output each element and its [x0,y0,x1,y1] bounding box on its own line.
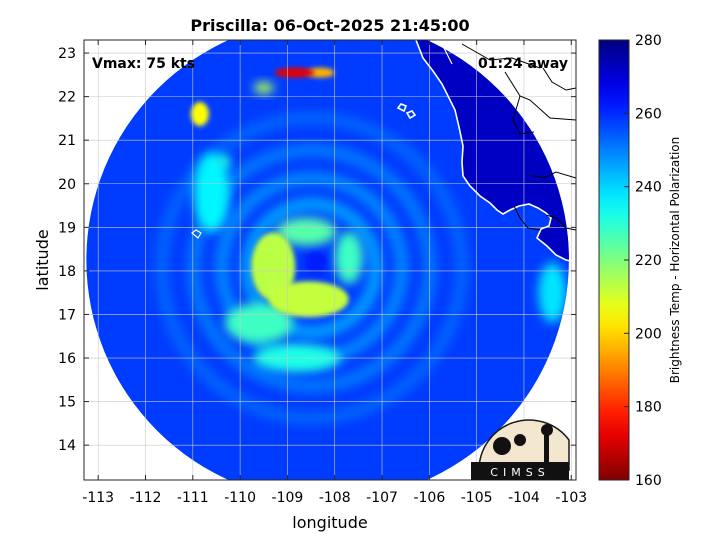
x-tick-label: -113 [82,490,114,506]
y-tick-label: 14 [58,438,76,454]
coast-island-west [191,229,202,239]
feature-outer-band-nw [193,152,230,233]
x-tick-label: -110 [224,490,256,506]
y-tick-label: 19 [58,220,76,236]
y-tick-label: 17 [58,307,76,323]
logo-tank-icon [541,424,553,436]
colorbar-tick-label: 160 [635,473,662,489]
chart-title: Priscilla: 06-Oct-2025 21:45:00 [190,16,469,35]
colorbar-ticks: 160 180 200 220 240 260 280 [624,33,662,489]
rainband-ring [240,197,383,340]
annotation-vmax: Vmax: 75 kts [92,56,195,72]
rainband-ring [186,143,437,394]
x-tick-label: -111 [177,490,209,506]
grid-lines [84,40,576,480]
coastline [396,40,576,263]
feature-eyewall-north [276,217,337,246]
y-tick-label: 15 [58,395,76,411]
x-tick-label: -108 [319,490,351,506]
coast-baja-outline [439,40,453,65]
feature-convection-w [216,154,231,169]
x-tick-label: -105 [461,490,493,506]
logo-banner [471,462,569,480]
logo-text: CIMSS [490,466,549,479]
plot-frame [83,39,577,481]
y-tick-label: 18 [58,264,76,280]
y-tick-label: 22 [58,90,76,106]
border-inland-5 [545,214,576,231]
land-borders [461,43,576,231]
y-tick-label: 23 [58,46,76,62]
colorbar-tick-label: 180 [635,400,662,416]
y-axis-label: latitude [33,229,52,290]
cimss-logo: CIMSS [471,419,570,480]
feature-coast-convection-e [538,262,567,323]
feature-eyewall-south [268,281,349,318]
x-tick-label: -112 [130,490,162,506]
border-inland-2 [542,67,576,91]
border-inland-3 [529,171,576,179]
border-north [504,71,576,121]
x-tick-label: -106 [413,490,445,506]
y-tick-label: 16 [58,351,76,367]
logo-dish-small-icon [514,434,526,446]
x-tick-label: -109 [272,490,304,506]
colorbar-tick-label: 260 [635,106,662,122]
colorbar-tick-label: 220 [635,253,662,269]
x-tick-label: -103 [555,490,587,506]
colorbar-tick-label: 240 [635,180,662,196]
island-group [396,103,417,120]
border-inland-1 [512,95,535,135]
logo-tower-icon [544,430,549,462]
microwave-swath [86,40,569,480]
feature-convection-nw [190,102,209,127]
annotation-time-away: 01:24 away [478,56,568,72]
y-axis-ticks: 14 15 16 17 18 19 20 21 22 23 [58,46,576,454]
coastline-outer [191,40,453,239]
logo-dish-icon [493,437,511,455]
feature-eyewall-west [251,232,296,301]
colorbar-tick-label: 280 [635,33,662,49]
feature-convection-north-east [306,67,335,78]
feature-spiral-band-sw [225,303,294,344]
x-tick-label: -104 [508,490,540,506]
border-inland-4 [513,205,541,231]
x-tick-label: -107 [366,490,398,506]
colorbar-tick-label: 200 [635,326,662,342]
colorbar: 160 180 200 220 240 260 280 Brightness Temp - … [598,33,682,489]
feature-convection-n-small [253,81,274,94]
x-axis-ticks: -113 -112 -111 -110 -109 -108 -107 -106 -105 -104… [82,40,587,506]
x-axis-label: longitude [292,513,367,532]
border-baja [461,43,541,69]
y-tick-label: 21 [58,133,76,149]
mexico-coast [415,40,576,263]
storm-eye [305,252,326,273]
feature-inner-band-east [334,231,363,284]
plot-area [84,40,576,480]
feature-convection-north [274,67,315,78]
y-tick-label: 20 [58,177,76,193]
colorbar-label: Brightness Temp - Horizontal Polarizatio… [668,137,682,384]
rainband-ring [154,111,469,426]
